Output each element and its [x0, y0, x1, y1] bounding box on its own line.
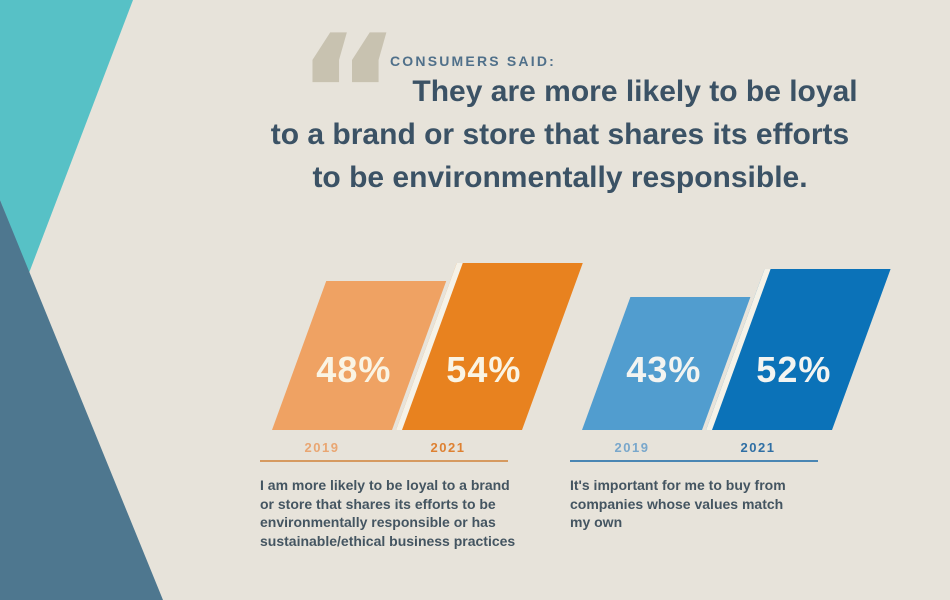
group-caption: I am more likely to be loyal to a brand …	[260, 477, 516, 549]
bar-value-label: 43%	[626, 349, 702, 390]
group-underline	[260, 460, 508, 462]
bar-area: 48% 54%	[260, 230, 583, 430]
bar-area: 43% 52%	[570, 230, 891, 430]
year-label-2019: 2019	[304, 440, 340, 455]
bar-value-label: 54%	[446, 349, 522, 390]
quote-icon: “	[296, 0, 402, 187]
kicker-label: CONSUMERS SAID:	[390, 53, 557, 69]
headline-line-3: to be environmentally responsible.	[312, 161, 808, 194]
teal-corner-shape	[0, 0, 133, 273]
year-label-2021: 2021	[430, 440, 466, 455]
chart-group-loyalty: 48% 54% 2019 2021 I am more likely to be…	[260, 230, 583, 580]
group-underline	[570, 460, 818, 462]
year-label-2019: 2019	[614, 440, 650, 455]
headline-line-2: to a brand or store that shares its effo…	[270, 118, 850, 151]
bar-value-label: 52%	[756, 349, 832, 390]
bar-value-label: 48%	[316, 349, 392, 390]
group-caption: It's important for me to buy from compan…	[570, 477, 786, 530]
year-label-2021: 2021	[740, 440, 776, 455]
headline-line-1: They are more likely to be loyal	[412, 75, 858, 108]
navy-corner-shape	[0, 200, 163, 600]
bar-2021: 52%	[706, 269, 891, 430]
chart-group-values: 43% 52% 2019 2021 It's important for me …	[570, 230, 891, 580]
headline: They are more likely to be loyal to a br…	[170, 70, 950, 199]
